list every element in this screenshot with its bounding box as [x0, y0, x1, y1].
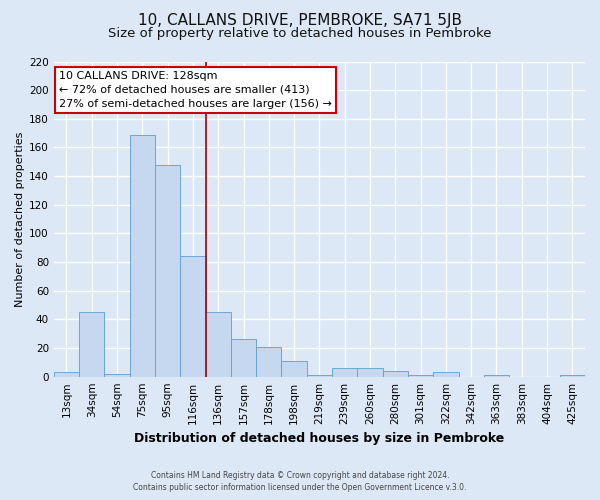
Text: 10 CALLANS DRIVE: 128sqm
← 72% of detached houses are smaller (413)
27% of semi-: 10 CALLANS DRIVE: 128sqm ← 72% of detach…	[59, 71, 332, 109]
Bar	[79, 312, 104, 376]
Text: Size of property relative to detached houses in Pembroke: Size of property relative to detached ho…	[108, 28, 492, 40]
Bar	[307, 375, 332, 376]
Bar	[155, 164, 180, 376]
Bar	[206, 312, 231, 376]
Bar	[231, 340, 256, 376]
X-axis label: Distribution of detached houses by size in Pembroke: Distribution of detached houses by size …	[134, 432, 505, 445]
Bar	[54, 372, 79, 376]
Bar	[332, 368, 358, 376]
Bar	[408, 375, 433, 376]
Bar	[130, 134, 155, 376]
Bar	[104, 374, 130, 376]
Bar	[256, 346, 281, 376]
Bar	[358, 368, 383, 376]
Y-axis label: Number of detached properties: Number of detached properties	[15, 132, 25, 307]
Bar	[560, 375, 585, 376]
Bar	[383, 371, 408, 376]
Bar	[281, 361, 307, 376]
Text: Contains HM Land Registry data © Crown copyright and database right 2024.
Contai: Contains HM Land Registry data © Crown c…	[133, 471, 467, 492]
Bar	[433, 372, 458, 376]
Bar	[484, 375, 509, 376]
Bar	[180, 256, 206, 376]
Text: 10, CALLANS DRIVE, PEMBROKE, SA71 5JB: 10, CALLANS DRIVE, PEMBROKE, SA71 5JB	[138, 12, 462, 28]
